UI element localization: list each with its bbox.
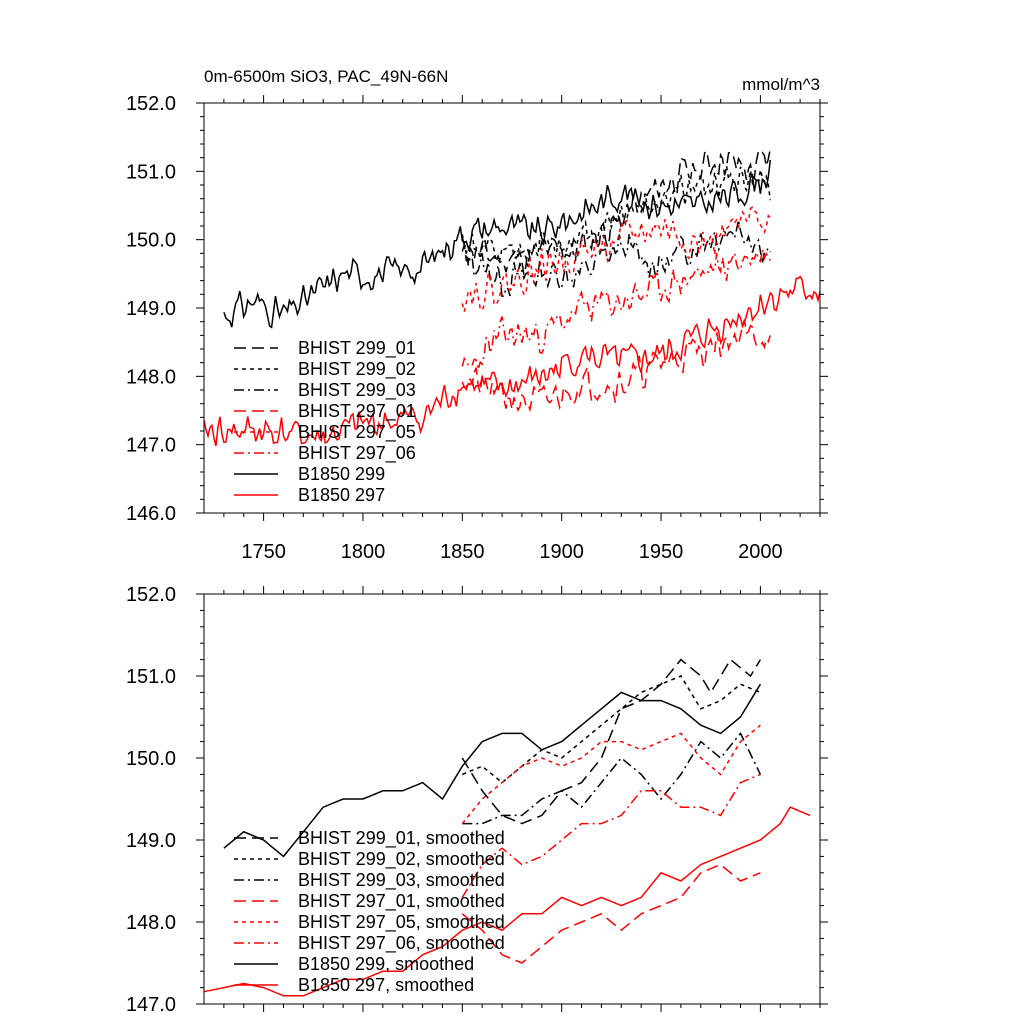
- x-tick-label: 2000: [738, 541, 783, 563]
- legend-label: B1850 297, smoothed: [298, 975, 474, 995]
- legend-label: BHIST 299_02: [298, 359, 416, 380]
- series-line-5: [461, 773, 761, 898]
- legend-label: BHIST 297_06: [298, 443, 416, 464]
- legend-label: BHIST 299_01, smoothed: [298, 828, 505, 849]
- series-line-0: [461, 658, 762, 825]
- x-tick-label: 1900: [539, 541, 584, 563]
- series-line-5: [461, 249, 771, 370]
- legend-label: B1850 299: [298, 464, 385, 484]
- series-line-4: [461, 724, 761, 825]
- y-tick-label: 151.0: [126, 666, 176, 688]
- y-tick-label: 146.0: [126, 503, 176, 525]
- series-line-6: [223, 683, 762, 858]
- y-tick-label: 152.0: [126, 584, 176, 606]
- legend-label: BHIST 299_02, smoothed: [298, 849, 505, 870]
- y-tick-label: 152.0: [126, 93, 176, 115]
- legend-label: B1850 297: [298, 485, 385, 505]
- units-label: mmol/m^3: [742, 75, 820, 94]
- y-tick-label: 150.0: [126, 230, 176, 252]
- y-tick-label: 147.0: [126, 994, 176, 1016]
- bottom-series-group: [203, 658, 811, 997]
- top-chart-panel: 0m-6500m SiO3, PAC_49N-66N mmol/m^3 146.…: [126, 67, 828, 563]
- y-tick-label: 151.0: [126, 161, 176, 183]
- series-line-3: [461, 863, 761, 964]
- y-tick-label: 148.0: [126, 912, 176, 934]
- y-tick-label: 147.0: [126, 435, 176, 457]
- chart-title: 0m-6500m SiO3, PAC_49N-66N: [204, 67, 448, 86]
- y-tick-label: 149.0: [126, 830, 176, 852]
- legend-label: BHIST 299_03, smoothed: [298, 870, 505, 891]
- series-line-1: [462, 675, 761, 784]
- y-tick-label: 150.0: [126, 748, 176, 770]
- legend-label: BHIST 297_05, smoothed: [298, 912, 505, 933]
- series-line-6: [223, 159, 772, 329]
- y-tick-label: 148.0: [126, 366, 176, 388]
- x-tick-label: 1950: [639, 541, 684, 563]
- top-axes: 146.0 147.0 148.0 149.0 150.0 151.0 152.0 1750 1…: [126, 93, 828, 563]
- series-line-0: [461, 148, 772, 275]
- series-line-7: [203, 275, 821, 447]
- series-line-2: [462, 732, 762, 825]
- bottom-chart-panel: 147.0 148.0 149.0 150.0 151.0 152.0 BHIST 299…: [126, 584, 828, 1016]
- x-tick-label: 1800: [341, 541, 386, 563]
- series-line-4: [461, 206, 771, 312]
- x-tick-label: 1850: [440, 541, 485, 563]
- legend-label: B1850 299, smoothed: [298, 954, 474, 974]
- bottom-plot-frame: [203, 593, 821, 1005]
- legend-label: BHIST 297_06, smoothed: [298, 933, 505, 954]
- top-series-group: [203, 148, 821, 447]
- series-line-1: [461, 165, 772, 267]
- x-tick-label: 1750: [241, 541, 286, 563]
- series-line-3: [461, 319, 772, 413]
- legend-label: BHIST 297_05: [298, 422, 416, 443]
- series-line-2: [461, 219, 771, 298]
- legend-label: BHIST 299_01: [298, 338, 416, 359]
- legend-label: BHIST 297_01, smoothed: [298, 891, 505, 912]
- series-line-7: [203, 806, 811, 997]
- legend-label: BHIST 297_01: [298, 401, 416, 422]
- y-tick-label: 149.0: [126, 298, 176, 320]
- bottom-axes: 147.0 148.0 149.0 150.0 151.0 152.0: [126, 584, 828, 1016]
- legend-label: BHIST 299_03: [298, 380, 416, 401]
